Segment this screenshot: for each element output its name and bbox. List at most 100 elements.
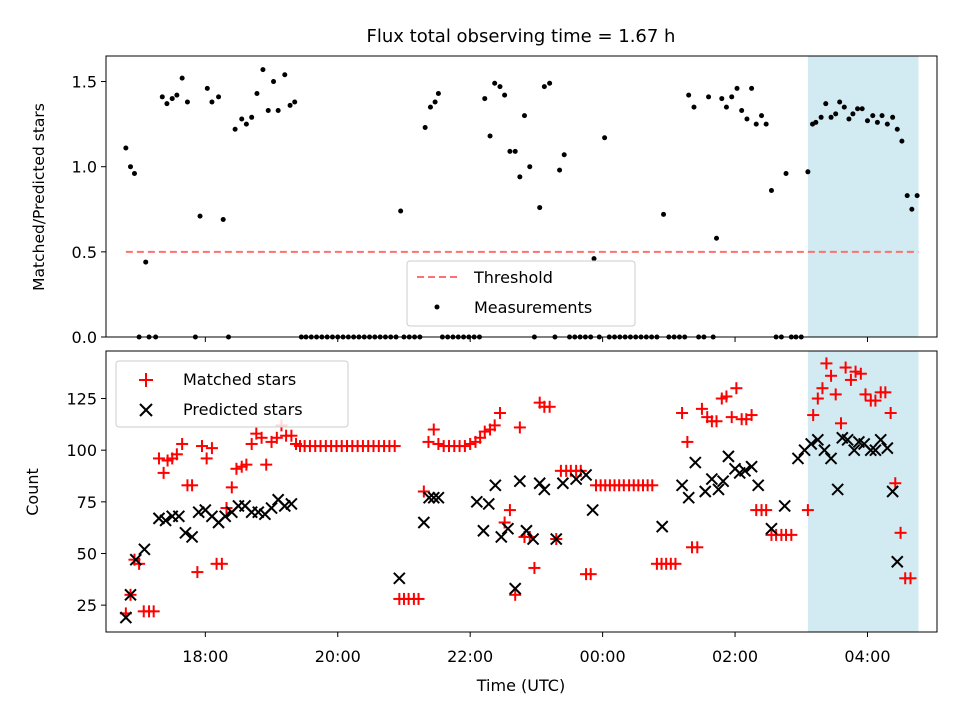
measurement-point — [521, 113, 527, 119]
y-tick-label: 25 — [77, 596, 97, 615]
measurement-point — [265, 107, 271, 113]
matched-star-point — [200, 452, 213, 465]
measurement-point — [275, 107, 281, 113]
y-tick-label: 1.0 — [72, 158, 97, 177]
matched-star-point — [417, 485, 430, 498]
predicted-star-point — [818, 443, 831, 457]
count-panel: 25 50 75 100 125 18:00 20:00 22:00 00:00 02:00 04… — [23, 350, 938, 695]
predicted-star-point — [470, 495, 484, 509]
measurement-point — [287, 102, 293, 108]
predicted-star-point — [811, 433, 825, 447]
predicted-star-point — [509, 582, 522, 595]
matched-star-point — [681, 435, 694, 448]
top-y-axis-label: Matched/Predicted stars — [30, 103, 48, 291]
measurement-point — [894, 126, 900, 132]
predicted-star-point — [520, 524, 533, 537]
legend-matched-label: Matched stars — [183, 370, 296, 389]
measurement-point — [691, 104, 697, 110]
matched-star-point — [196, 440, 209, 453]
predicted-star-point — [159, 514, 172, 527]
measurement-point — [602, 135, 608, 141]
predicted-star-point — [556, 477, 570, 490]
measurement-point — [143, 259, 149, 265]
predicted-star-point — [824, 452, 838, 465]
predicted-star-point — [569, 472, 583, 486]
matched-star-point — [807, 409, 820, 422]
predicted-star-point — [778, 499, 791, 513]
matched-star-point — [811, 392, 824, 405]
chart-title: Flux total observing time = 1.67 h — [367, 26, 676, 47]
matched-star-point — [820, 357, 833, 370]
predicted-star-point — [869, 443, 882, 457]
x-axis-label: Time (UTC) — [476, 676, 565, 695]
matched-star-point — [646, 479, 659, 492]
matched-star-point — [388, 440, 401, 453]
matched-star-point — [884, 406, 897, 419]
top-plot-frame — [105, 55, 938, 338]
matched-star-point — [725, 411, 738, 424]
predicted-star-point — [495, 530, 508, 544]
predicted-star-point — [891, 555, 904, 568]
measurement-point — [909, 206, 915, 212]
measurement-point — [427, 104, 433, 110]
predicted-star-point — [874, 433, 887, 447]
predicted-star-point — [179, 526, 192, 540]
predicted-star-point — [765, 522, 778, 535]
top-x-ticks — [204, 337, 868, 342]
y-tick-label: 1.5 — [72, 73, 97, 92]
predicted-star-point — [881, 441, 894, 455]
highlight-span — [807, 351, 919, 632]
measurement-point — [249, 114, 255, 120]
measurement-point — [879, 113, 885, 119]
measurement-point — [805, 169, 811, 175]
predicted-star-point — [482, 497, 495, 511]
matched-star-point — [760, 504, 773, 517]
measurement-point — [813, 119, 819, 125]
predicted-star-point — [501, 522, 515, 535]
predicted-star-point — [124, 588, 137, 602]
measurement-point — [527, 164, 533, 170]
matched-star-point — [834, 417, 847, 430]
x-tick-label: 02:00 — [712, 647, 758, 666]
predicted-star-point — [393, 572, 406, 585]
measurement-point — [254, 90, 260, 96]
measurement-point — [739, 107, 745, 113]
matched-star-point — [745, 409, 758, 422]
measurement-point — [159, 94, 165, 100]
predicted-star-point — [513, 474, 527, 488]
measurement-point — [502, 92, 508, 98]
bottom-x-axis: 18:00 20:00 22:00 00:00 02:00 04:00 — [182, 632, 891, 666]
measurement-point — [783, 171, 789, 177]
measurement-point — [846, 116, 852, 122]
measurement-point — [482, 96, 488, 102]
measurement-point — [127, 164, 133, 170]
measurement-point — [850, 111, 856, 117]
measurement-point — [759, 113, 765, 119]
measurement-point — [239, 116, 245, 122]
matched-star-point — [412, 592, 425, 605]
predicted-star-point — [285, 497, 298, 511]
measurement-point — [823, 101, 829, 107]
measurement-point — [841, 104, 847, 110]
predicted-star-point — [831, 483, 844, 496]
bottom-y-axis: 25 50 75 100 125 — [66, 390, 106, 615]
predicted-star-point — [752, 479, 765, 492]
measurement-point — [904, 193, 910, 199]
predicted-star-point — [427, 491, 440, 504]
measurement-point — [706, 94, 712, 100]
matched-star-point — [427, 423, 440, 436]
predicted-star-point — [864, 443, 877, 457]
measurement-point — [768, 188, 774, 194]
x-tick-label: 04:00 — [844, 647, 890, 666]
y-tick-label: 75 — [77, 493, 97, 512]
measurement-point — [818, 114, 824, 120]
matched-star-point — [458, 440, 471, 453]
bottom-legend: Matched stars Predicted stars — [115, 360, 349, 428]
measurement-point — [174, 92, 180, 98]
measurement-point — [497, 84, 503, 90]
predicted-star-point — [712, 483, 725, 496]
predicted-star-point — [886, 485, 899, 498]
measurement-point — [435, 90, 441, 96]
matched-star-point — [474, 431, 487, 444]
predicted-star-point — [848, 443, 861, 457]
